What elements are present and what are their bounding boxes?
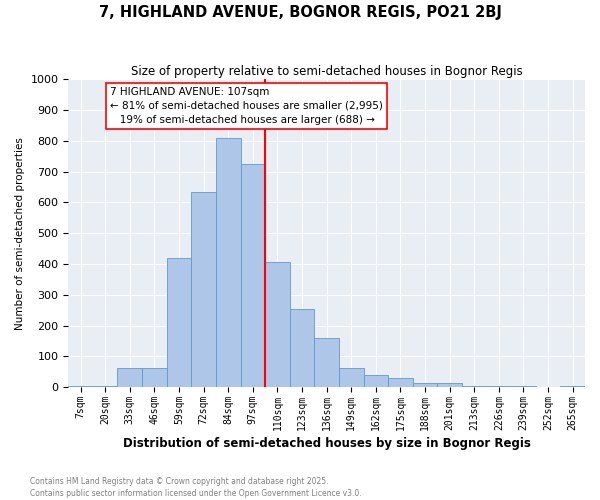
- Bar: [388, 378, 413, 387]
- Bar: [93, 386, 118, 387]
- Bar: [167, 258, 191, 387]
- Bar: [314, 338, 339, 387]
- Bar: [265, 262, 290, 387]
- Bar: [437, 384, 462, 387]
- Bar: [487, 386, 511, 387]
- Title: Size of property relative to semi-detached houses in Bognor Regis: Size of property relative to semi-detach…: [131, 65, 523, 78]
- Text: 7 HIGHLAND AVENUE: 107sqm
← 81% of semi-detached houses are smaller (2,995)
   1: 7 HIGHLAND AVENUE: 107sqm ← 81% of semi-…: [110, 87, 383, 125]
- Text: 7, HIGHLAND AVENUE, BOGNOR REGIS, PO21 2BJ: 7, HIGHLAND AVENUE, BOGNOR REGIS, PO21 2…: [98, 5, 502, 20]
- Bar: [216, 138, 241, 387]
- Text: Contains HM Land Registry data © Crown copyright and database right 2025.
Contai: Contains HM Land Registry data © Crown c…: [30, 476, 362, 498]
- Y-axis label: Number of semi-detached properties: Number of semi-detached properties: [15, 136, 25, 330]
- Bar: [191, 192, 216, 387]
- Bar: [511, 386, 536, 387]
- Bar: [560, 386, 585, 387]
- Bar: [364, 375, 388, 387]
- Bar: [118, 368, 142, 387]
- Bar: [462, 386, 487, 387]
- Bar: [142, 368, 167, 387]
- Bar: [290, 308, 314, 387]
- Bar: [413, 382, 437, 387]
- Bar: [241, 164, 265, 387]
- Bar: [68, 386, 93, 387]
- X-axis label: Distribution of semi-detached houses by size in Bognor Regis: Distribution of semi-detached houses by …: [123, 437, 530, 450]
- Bar: [536, 386, 560, 387]
- Bar: [339, 368, 364, 387]
